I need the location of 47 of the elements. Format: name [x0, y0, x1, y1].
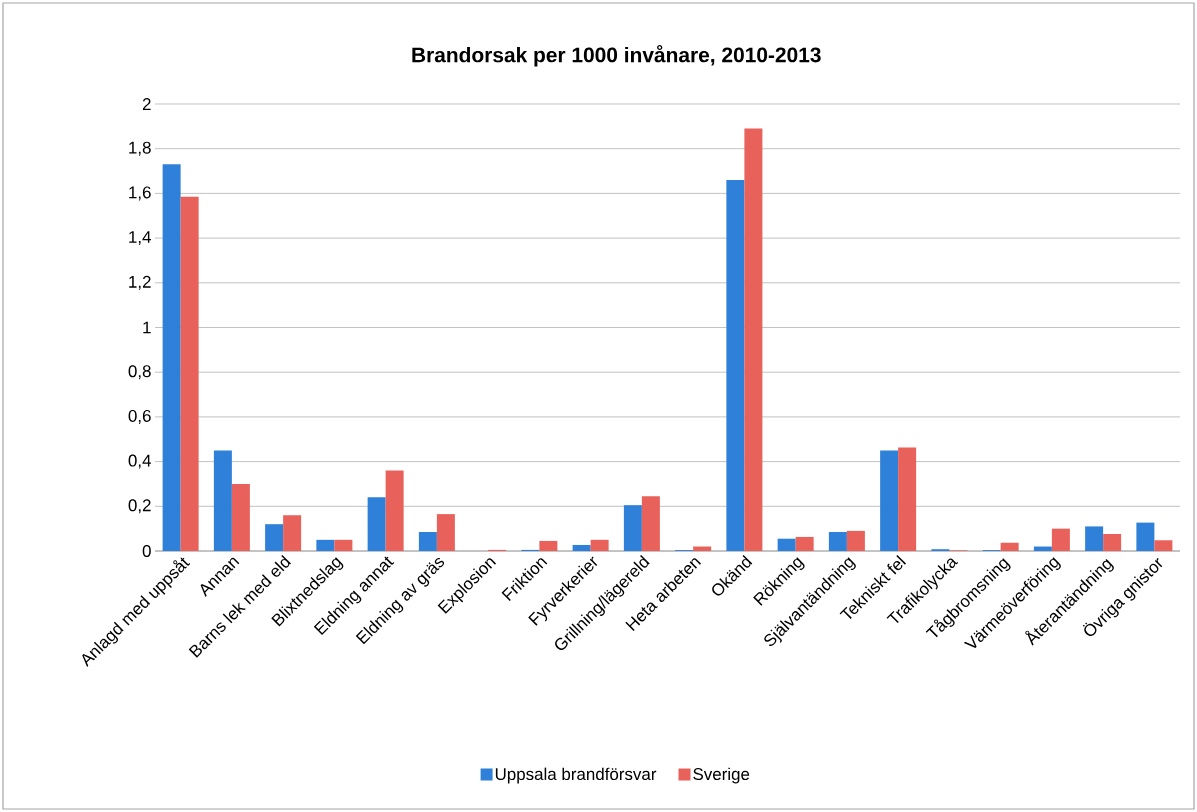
bar	[539, 540, 558, 551]
y-tick-label: 0,2	[128, 499, 151, 514]
bar	[367, 497, 386, 551]
legend-label: Sverige	[693, 767, 750, 784]
bar	[1103, 534, 1122, 551]
bar	[1033, 546, 1052, 551]
bar	[1000, 542, 1019, 551]
y-tick-label: 0	[142, 545, 151, 557]
bar	[1136, 522, 1155, 551]
bar	[828, 532, 847, 551]
bar	[795, 536, 814, 551]
bar	[777, 538, 796, 551]
bar	[880, 450, 899, 551]
bar	[180, 196, 199, 551]
bar	[590, 539, 609, 551]
chart-title: Brandorsak per 1000 invånare, 2010-2013	[412, 44, 821, 67]
bar	[1051, 528, 1070, 551]
bar	[385, 470, 404, 551]
y-tick-label: 2	[142, 98, 151, 110]
bar	[283, 515, 302, 551]
bar	[231, 483, 250, 551]
y-tick-label: 1,8	[129, 141, 151, 156]
bar	[334, 539, 353, 551]
bar	[213, 450, 232, 551]
y-tick-label: 0,8	[128, 365, 151, 380]
y-tick-label: 1,2	[129, 275, 151, 290]
bar	[1085, 526, 1104, 551]
bar	[162, 164, 181, 551]
bar	[641, 496, 660, 551]
bar	[623, 505, 642, 551]
y-tick-label: 1	[143, 321, 151, 334]
bar	[726, 179, 745, 551]
legend-label: Uppsala brandförsvar	[495, 767, 657, 784]
bar	[265, 524, 284, 551]
bar	[744, 128, 763, 551]
bar	[436, 514, 455, 551]
bar	[1154, 540, 1173, 551]
y-tick-label: 1,6	[129, 186, 151, 201]
y-tick-label: 0,6	[128, 409, 151, 424]
bar	[846, 530, 865, 551]
y-tick-label: 1,4	[129, 231, 151, 246]
bar	[316, 539, 335, 551]
bar	[693, 546, 712, 551]
bar	[418, 532, 437, 551]
bar	[898, 447, 917, 551]
bar	[572, 544, 591, 551]
y-tick-label: 0,4	[128, 454, 151, 469]
